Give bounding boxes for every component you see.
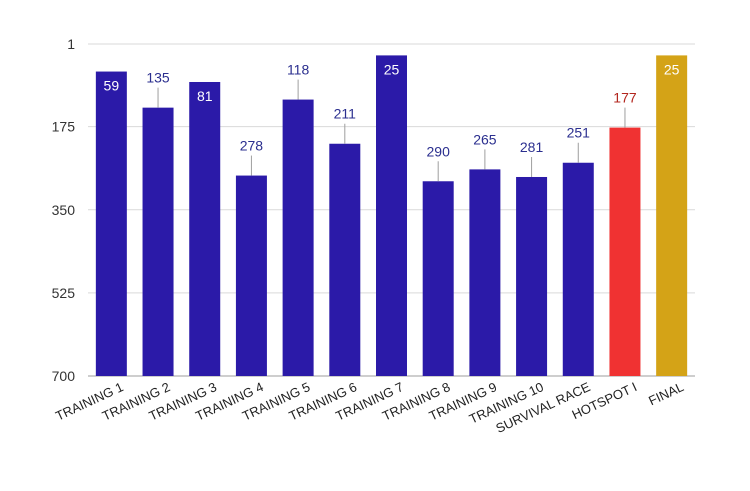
y-tick-label: 525 [52,285,76,301]
data-label: 281 [520,139,544,155]
bar [282,99,314,377]
bar [562,162,594,376]
bar [376,55,407,377]
data-label: 25 [664,61,680,77]
data-label: 81 [197,88,213,104]
bars-layer [95,55,688,377]
y-tick-label: 350 [52,202,76,218]
bar [422,181,454,376]
y-tick-label: 700 [52,368,76,384]
data-label: 251 [567,125,591,141]
bar [142,107,174,377]
y-tick-label: 1 [67,36,75,52]
x-tick-label: FINAL [646,379,686,408]
data-label: 59 [104,78,120,94]
bar [235,175,267,376]
bar [609,127,641,376]
y-tick-label: 175 [52,119,76,135]
labels-layer: 59 135 81 278 118 211 25 290 265 281 251 177 25 [104,61,680,182]
data-label: 135 [146,70,170,86]
data-label: 177 [613,90,637,106]
bar [189,81,221,377]
bar [329,143,361,376]
data-label: 290 [427,143,451,159]
data-label: 211 [334,106,357,122]
bar [469,169,501,376]
data-label: 278 [240,138,264,154]
bar [516,176,548,376]
data-label: 25 [384,61,400,77]
bar [95,71,127,377]
bar [656,55,688,377]
data-label: 118 [287,62,310,78]
data-label: 265 [473,131,497,147]
